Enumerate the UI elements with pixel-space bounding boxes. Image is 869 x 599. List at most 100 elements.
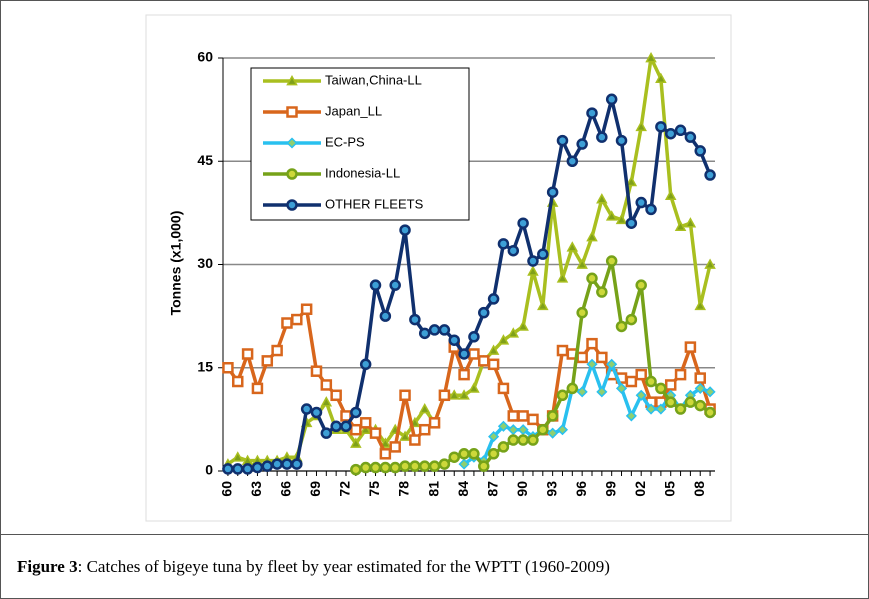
marker: [291, 313, 303, 326]
marker: [596, 351, 608, 364]
marker: [684, 131, 697, 143]
marker: [222, 362, 234, 374]
marker: [625, 313, 638, 326]
marker: [556, 344, 569, 357]
legend-label: OTHER FLEETS: [325, 196, 424, 211]
marker: [625, 217, 638, 229]
marker: [507, 410, 520, 422]
marker: [596, 286, 608, 298]
marker: [320, 379, 333, 391]
marker: [286, 137, 298, 149]
marker: [241, 463, 254, 475]
y-axis-label: Tonnes (x1,000): [168, 211, 184, 316]
legend-label: Indonesia-LL: [325, 165, 400, 180]
marker: [468, 331, 480, 343]
marker: [507, 327, 520, 338]
marker: [458, 448, 470, 460]
marker: [645, 403, 657, 415]
marker: [576, 138, 588, 150]
marker: [350, 437, 362, 448]
marker: [547, 427, 559, 439]
marker: [694, 399, 706, 412]
marker: [674, 220, 687, 231]
marker: [261, 355, 274, 367]
marker: [497, 441, 510, 453]
marker: [350, 423, 362, 436]
marker: [615, 382, 628, 394]
marker: [655, 121, 667, 133]
legend-label: Japan_LL: [325, 103, 382, 118]
marker: [674, 368, 687, 381]
marker: [232, 463, 244, 475]
x-tick-label: 69: [307, 481, 323, 497]
marker: [586, 337, 598, 350]
marker: [478, 306, 490, 319]
marker: [379, 448, 392, 460]
marker: [241, 348, 254, 360]
marker: [291, 458, 303, 470]
marker: [704, 258, 716, 269]
chart: Tonnes (x1,000) 0 15 30 45 60 60 63 66 69 72 75 78 8…: [145, 14, 732, 522]
marker: [655, 403, 667, 415]
marker: [488, 431, 500, 443]
marker: [340, 420, 352, 433]
marker: [566, 382, 579, 395]
marker: [251, 461, 264, 474]
marker: [586, 272, 598, 285]
marker: [635, 196, 647, 209]
marker: [389, 441, 401, 453]
marker: [300, 303, 313, 315]
marker: [448, 389, 461, 400]
marker: [507, 424, 519, 436]
marker: [359, 417, 372, 429]
marker: [517, 320, 529, 331]
marker: [517, 434, 529, 446]
y-tick-label: 30: [197, 255, 213, 271]
x-tick-label: 90: [514, 481, 530, 497]
marker: [704, 386, 716, 398]
marker: [606, 358, 618, 370]
marker: [586, 358, 598, 370]
marker: [281, 317, 293, 329]
marker: [566, 241, 579, 252]
marker: [418, 327, 431, 340]
marker: [596, 193, 608, 204]
marker: [438, 389, 451, 402]
marker: [704, 169, 716, 181]
marker: [615, 134, 628, 147]
caption-label: Figure 3: [17, 557, 78, 576]
x-tick-label: 05: [661, 481, 677, 497]
marker: [359, 358, 372, 371]
marker: [664, 127, 677, 140]
marker: [438, 458, 451, 470]
marker: [537, 423, 549, 436]
marker: [664, 396, 677, 408]
marker: [684, 396, 697, 408]
marker: [664, 379, 677, 391]
marker: [694, 145, 706, 157]
x-tick-label: 72: [337, 481, 353, 497]
marker: [704, 406, 716, 419]
marker: [596, 131, 608, 143]
x-tick-label: 84: [455, 481, 471, 497]
marker: [556, 134, 569, 147]
marker: [576, 351, 588, 364]
x-tick-label: 02: [632, 481, 648, 497]
marker: [320, 396, 333, 407]
marker: [448, 451, 460, 463]
caption: Figure 3: Catches of bigeye tuna by flee…: [1, 534, 868, 598]
marker: [458, 348, 470, 360]
marker: [586, 107, 598, 119]
marker: [468, 382, 480, 393]
marker: [369, 461, 382, 474]
marker: [625, 175, 638, 187]
marker: [251, 382, 264, 395]
marker: [487, 448, 500, 460]
marker: [556, 424, 569, 436]
marker: [340, 410, 352, 422]
marker: [655, 72, 667, 83]
marker: [546, 186, 559, 198]
x-tick-label: 60: [219, 481, 235, 497]
marker: [418, 423, 431, 436]
